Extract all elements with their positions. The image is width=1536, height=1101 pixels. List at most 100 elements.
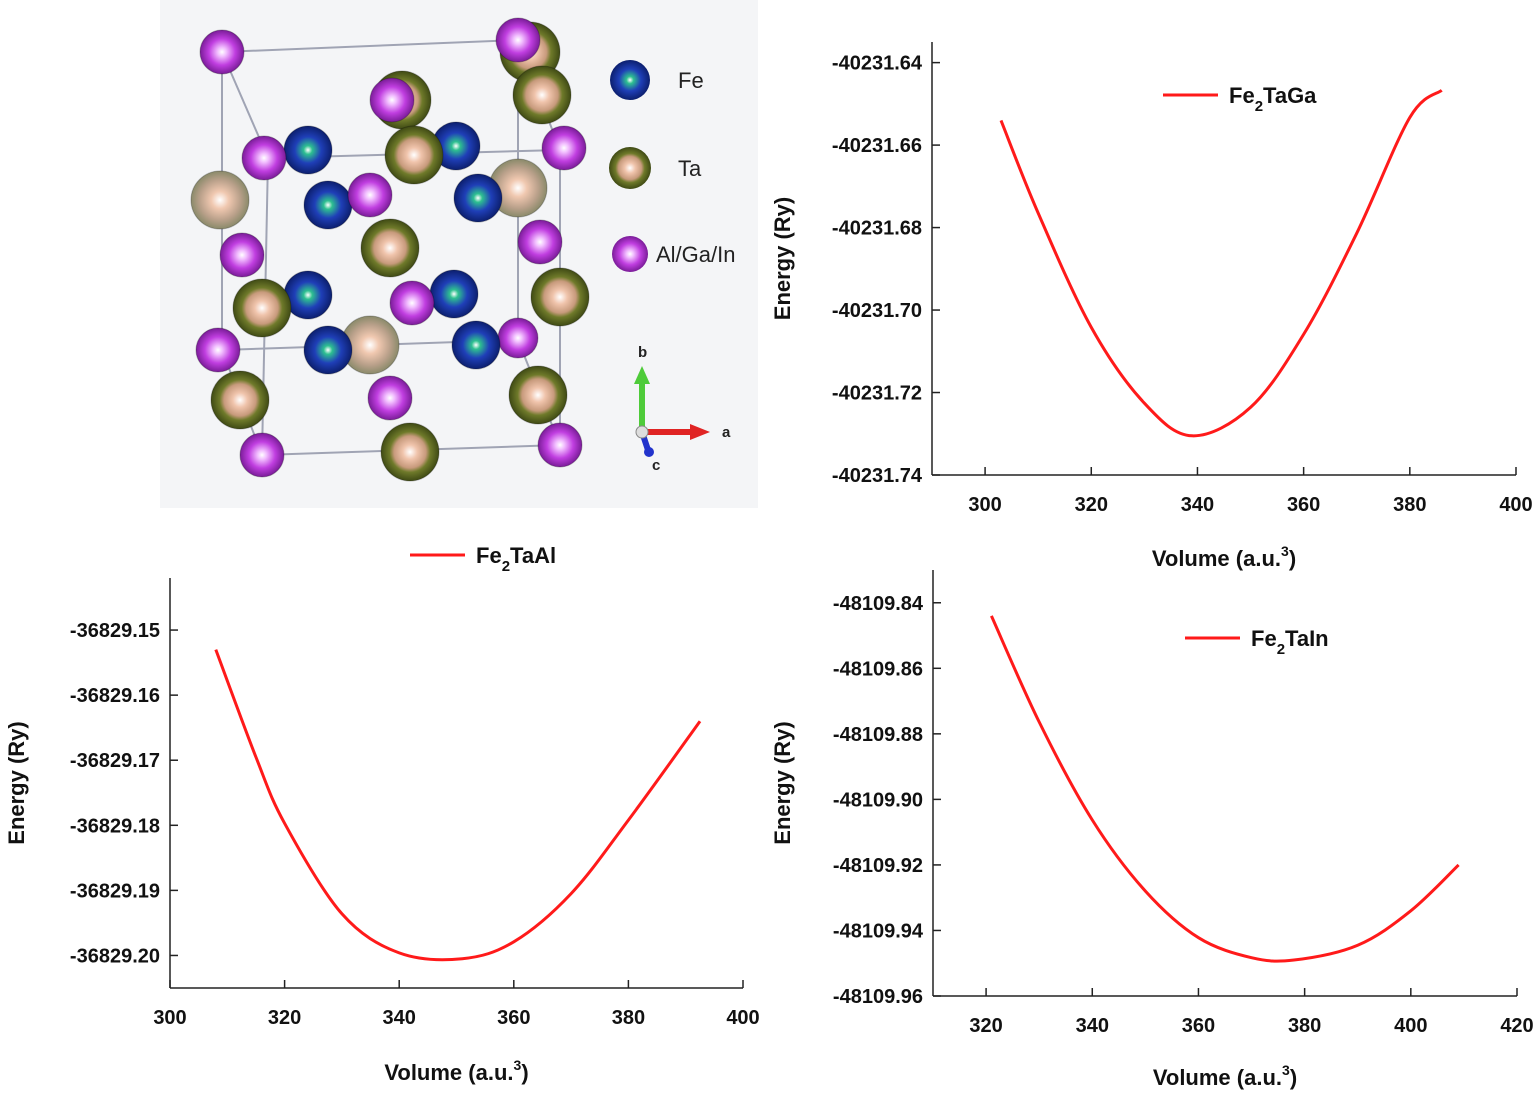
y-tick-label: -40231.64 bbox=[832, 53, 923, 75]
b-axis-arrowhead-icon bbox=[634, 366, 650, 384]
ta-atom bbox=[512, 65, 572, 125]
axis-triad: b a c bbox=[634, 344, 731, 474]
ta-atom bbox=[380, 422, 440, 482]
al-ga-in-atom bbox=[241, 135, 287, 181]
legend-label: Fe2TaAl bbox=[476, 543, 556, 575]
ta-legend-label: Ta bbox=[678, 156, 702, 181]
ta-atom bbox=[210, 370, 270, 430]
y-tick-label: -48109.94 bbox=[833, 920, 924, 942]
x-axis-title: Volume (a.u.3) bbox=[384, 1057, 528, 1085]
ta-atom bbox=[360, 218, 420, 278]
x-tick-label: 320 bbox=[268, 1007, 301, 1029]
x-tick-label: 300 bbox=[968, 494, 1001, 516]
al-ga-in-atom bbox=[537, 422, 583, 468]
crystal-structure-panel: Fe Ta Al/Ga/In b a c bbox=[160, 0, 758, 508]
fe-atom bbox=[453, 173, 503, 223]
y-axis-title: Energy (Ry) bbox=[770, 721, 795, 844]
y-tick-label: -40231.72 bbox=[832, 383, 922, 405]
y-tick-label: -40231.70 bbox=[832, 300, 922, 322]
al-ga-in-atom bbox=[239, 432, 285, 478]
al-ga-in-atom bbox=[195, 327, 241, 373]
x-tick-label: 300 bbox=[153, 1007, 186, 1029]
chart-fe2taal: -36829.15 -36829.16 -36829.17 -36829.18 -368… bbox=[0, 530, 770, 1096]
x-tick-label: 340 bbox=[1181, 494, 1214, 516]
origin-icon bbox=[635, 425, 649, 439]
chart-fe2tain: -48109.84 -48109.86 -48109.88 -48109.90 -481… bbox=[760, 555, 1536, 1096]
al-ga-in-atom bbox=[497, 317, 539, 359]
fe-atom bbox=[303, 180, 353, 230]
c-axis-arrowhead-icon bbox=[644, 447, 654, 457]
b-axis-label: b bbox=[638, 344, 647, 361]
x-tick-label: 420 bbox=[1500, 1015, 1533, 1037]
ta-atom bbox=[384, 125, 444, 185]
fe-atom bbox=[303, 325, 353, 375]
y-tick-label: -48109.84 bbox=[833, 593, 924, 615]
y-tick-label: -40231.68 bbox=[832, 218, 922, 240]
fe2taal-plot: -36829.15 -36829.16 -36829.17 -36829.18 -368… bbox=[4, 543, 760, 1085]
x-axis-title: Volume (a.u.3) bbox=[1153, 1062, 1297, 1090]
energy-volume-curve bbox=[214, 649, 702, 962]
fe-atom bbox=[451, 320, 501, 370]
x-tick-label: 400 bbox=[1394, 1015, 1427, 1037]
x-tick-label: 320 bbox=[969, 1015, 1002, 1037]
x-tick-label: 340 bbox=[1076, 1015, 1109, 1037]
x-tick-label: 360 bbox=[497, 1007, 530, 1029]
structure-legend: Fe Ta Al/Ga/In bbox=[609, 60, 735, 272]
legend-label: Fe2TaIn bbox=[1251, 626, 1329, 658]
al-ga-in-atom bbox=[367, 375, 413, 421]
fe2tain-plot: -48109.84 -48109.86 -48109.88 -48109.90 -481… bbox=[770, 570, 1534, 1090]
ta-atom bbox=[508, 365, 568, 425]
legend-label: Fe2TaGa bbox=[1229, 83, 1317, 115]
al-ga-in-atom bbox=[347, 172, 393, 218]
chart-fe2taga: -40231.64 -40231.66 -40231.68 -40231.70 -402… bbox=[760, 0, 1536, 585]
c-axis-label: c bbox=[652, 457, 660, 474]
al-ga-in-legend-icon bbox=[612, 236, 648, 272]
y-axis-title: Energy (Ry) bbox=[770, 197, 795, 320]
y-tick-label: -36829.15 bbox=[70, 620, 160, 642]
y-tick-label: -48109.90 bbox=[833, 789, 923, 811]
y-tick-label: -48109.92 bbox=[833, 855, 923, 877]
ta-atom bbox=[190, 170, 250, 230]
ta-legend-icon bbox=[609, 147, 651, 189]
y-tick-label: -36829.20 bbox=[70, 945, 160, 967]
ta-atom bbox=[530, 267, 590, 327]
al-ga-in-legend-label: Al/Ga/In bbox=[656, 242, 735, 267]
x-axis-title: Volume (a.u.3) bbox=[1152, 543, 1296, 571]
x-tick-label: 360 bbox=[1287, 494, 1320, 516]
x-tick-label: 360 bbox=[1182, 1015, 1215, 1037]
x-tick-label: 380 bbox=[1393, 494, 1426, 516]
fe-legend-label: Fe bbox=[678, 68, 704, 93]
al-ga-in-atom bbox=[369, 77, 415, 123]
crystal-structure-image: Fe Ta Al/Ga/In b a c bbox=[160, 0, 758, 508]
al-ga-in-atom bbox=[199, 29, 245, 75]
x-tick-label: 340 bbox=[383, 1007, 416, 1029]
x-tick-label: 320 bbox=[1075, 494, 1108, 516]
fe-atom bbox=[283, 125, 333, 175]
energy-volume-curve bbox=[990, 615, 1460, 963]
y-tick-label: -40231.66 bbox=[832, 135, 922, 157]
energy-volume-curve bbox=[999, 88, 1443, 438]
a-axis-arrowhead-icon bbox=[690, 424, 710, 440]
y-tick-label: -36829.18 bbox=[70, 815, 160, 837]
fe-atom bbox=[429, 269, 479, 319]
a-axis-label: a bbox=[722, 424, 731, 441]
al-ga-in-atom bbox=[517, 219, 563, 265]
fe2taga-plot: -40231.64 -40231.66 -40231.68 -40231.70 -402… bbox=[770, 42, 1533, 571]
y-tick-label: -40231.74 bbox=[832, 465, 923, 487]
x-tick-label: 380 bbox=[612, 1007, 645, 1029]
fe-legend-icon bbox=[610, 60, 650, 100]
al-ga-in-atom bbox=[495, 17, 541, 63]
ta-atom bbox=[232, 278, 292, 338]
y-axis-title: Energy (Ry) bbox=[4, 721, 29, 844]
y-tick-label: -48109.88 bbox=[833, 724, 923, 746]
y-tick-label: -36829.19 bbox=[70, 880, 160, 902]
al-ga-in-atom bbox=[541, 125, 587, 171]
x-tick-label: 380 bbox=[1288, 1015, 1321, 1037]
x-tick-label: 400 bbox=[726, 1007, 759, 1029]
al-ga-in-atom bbox=[219, 232, 265, 278]
x-tick-label: 400 bbox=[1499, 494, 1532, 516]
y-tick-label: -48109.86 bbox=[833, 658, 923, 680]
y-tick-label: -36829.16 bbox=[70, 685, 160, 707]
y-tick-label: -48109.96 bbox=[833, 986, 923, 1008]
y-tick-label: -36829.17 bbox=[70, 750, 160, 772]
